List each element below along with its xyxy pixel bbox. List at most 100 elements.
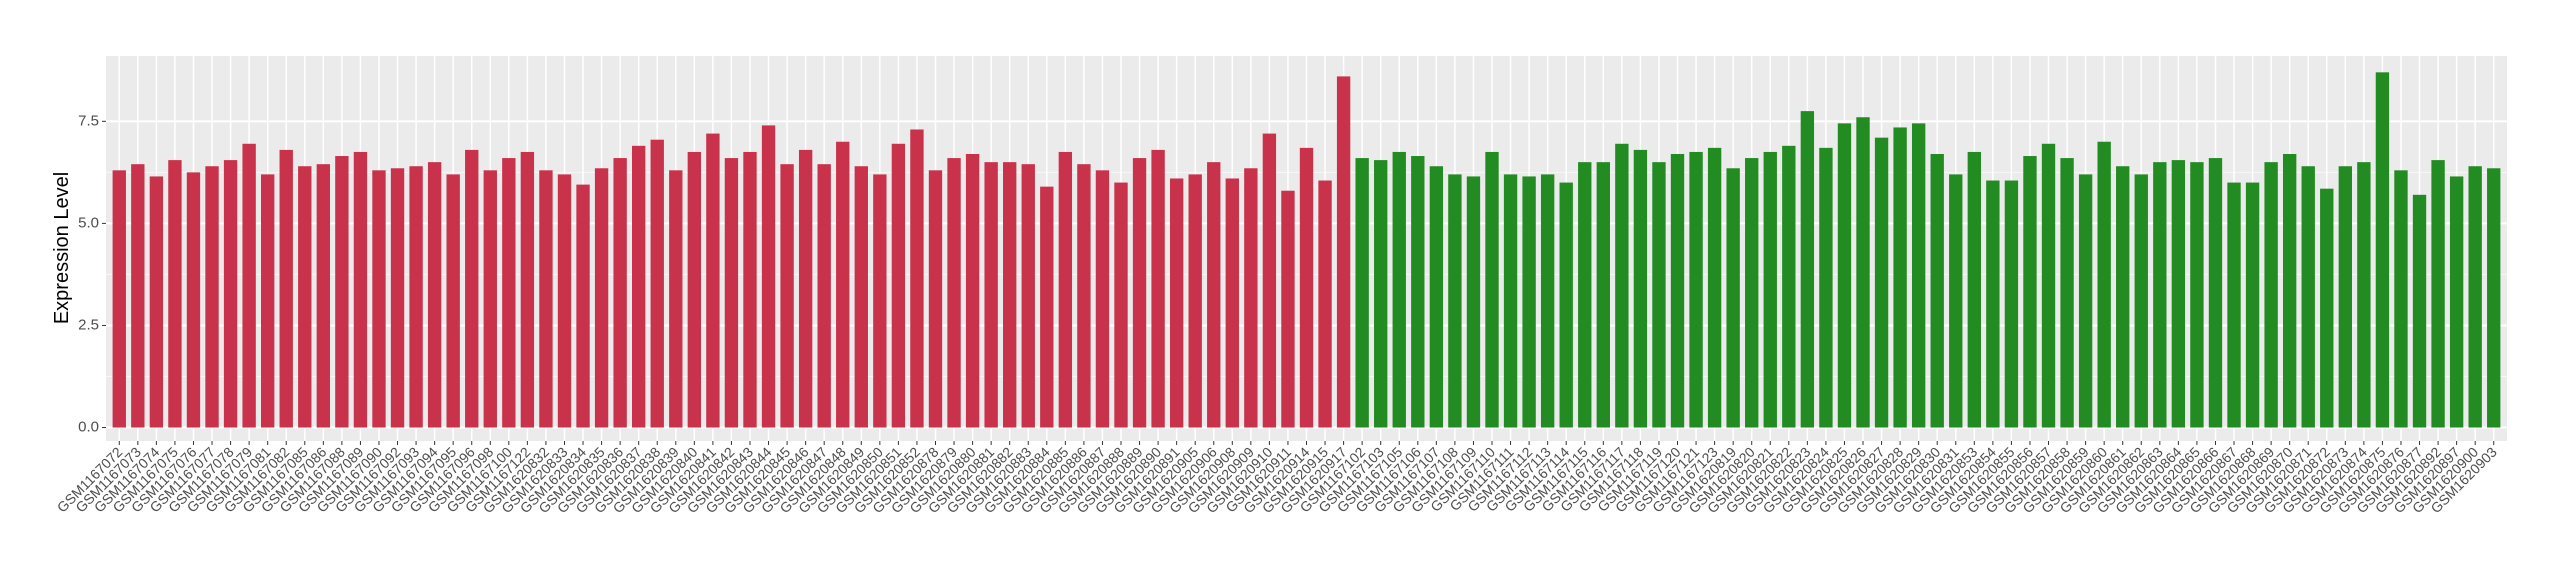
bar	[1652, 162, 1666, 428]
bar	[1949, 174, 1963, 428]
bar	[1540, 174, 1555, 428]
bar	[1893, 127, 1907, 428]
bar	[1411, 156, 1425, 428]
bar	[2208, 158, 2223, 428]
bar	[1355, 158, 1369, 428]
bar	[279, 149, 293, 428]
bar	[316, 164, 331, 428]
bar	[873, 174, 887, 428]
bar	[2468, 166, 2482, 428]
bar	[2171, 160, 2186, 428]
y-axis-title: Expression Level	[51, 172, 73, 324]
bar	[1707, 147, 1722, 428]
bar	[947, 158, 961, 428]
bar	[761, 125, 776, 428]
bar	[1763, 151, 1777, 428]
bar	[1837, 123, 1852, 428]
bar	[1522, 176, 1536, 428]
bar	[1299, 147, 1314, 428]
bar	[1986, 180, 2000, 428]
bar	[483, 170, 497, 428]
bar	[1058, 151, 1073, 428]
bar	[335, 156, 349, 428]
bar	[1466, 176, 1481, 428]
bar	[205, 166, 219, 428]
bar	[1967, 151, 1981, 428]
bar	[910, 129, 924, 428]
bar	[2134, 174, 2148, 428]
y-tick-label: 5.0	[78, 214, 99, 231]
bar	[613, 158, 627, 428]
bar	[1336, 76, 1351, 428]
bar	[261, 174, 275, 428]
bar	[817, 164, 831, 428]
bar	[2060, 158, 2074, 428]
bar	[1095, 170, 1110, 428]
bar	[965, 153, 980, 428]
bar	[576, 184, 590, 428]
bar	[1429, 166, 1444, 428]
bar	[427, 162, 442, 428]
bar	[1856, 117, 1870, 428]
bar	[984, 162, 998, 428]
bar	[928, 170, 943, 428]
bar	[594, 168, 609, 428]
bar	[112, 170, 126, 428]
bar	[353, 151, 368, 428]
bar	[1003, 162, 1017, 428]
bar	[2394, 170, 2408, 428]
bar	[1615, 143, 1629, 428]
bar	[632, 145, 646, 428]
bar	[2487, 168, 2501, 428]
bar	[724, 158, 739, 428]
bar	[706, 133, 720, 428]
bar	[1745, 158, 1759, 428]
bar	[502, 158, 516, 428]
bar	[2190, 162, 2204, 428]
bar	[2097, 141, 2111, 428]
bar	[149, 176, 164, 428]
bar	[1911, 123, 1926, 428]
bar	[1874, 137, 1889, 428]
bar	[2116, 166, 2130, 428]
bar	[743, 151, 757, 428]
bar	[2078, 174, 2093, 428]
bar	[1151, 149, 1165, 428]
bar	[2023, 156, 2037, 428]
bar	[780, 164, 794, 428]
bar	[798, 149, 813, 428]
bar	[669, 170, 683, 428]
bar	[409, 166, 423, 428]
bar	[390, 168, 405, 428]
bar	[2301, 166, 2315, 428]
bar	[1633, 149, 1648, 428]
bar	[1485, 151, 1499, 428]
bar	[186, 172, 201, 428]
bar	[650, 139, 664, 428]
bar	[1040, 186, 1054, 428]
bar	[1244, 168, 1258, 428]
bar	[298, 166, 312, 428]
bar	[1448, 174, 1462, 428]
bar	[1021, 164, 1035, 428]
bar	[2041, 143, 2056, 428]
bar	[557, 174, 572, 428]
bar	[836, 141, 850, 428]
bar	[1188, 174, 1202, 428]
bar	[1077, 164, 1091, 428]
bar	[465, 149, 479, 428]
bar	[2320, 188, 2334, 428]
bar	[520, 151, 535, 428]
bar	[372, 170, 386, 428]
bar	[2004, 180, 2019, 428]
y-tick-label: 0.0	[78, 418, 99, 435]
bar	[2264, 162, 2278, 428]
bar	[2449, 176, 2464, 428]
bar	[1281, 190, 1295, 428]
bar	[1503, 174, 1518, 428]
bar	[2282, 153, 2297, 428]
bar	[2245, 182, 2260, 428]
bar	[891, 143, 906, 428]
bar	[2338, 166, 2352, 428]
bar	[854, 166, 868, 428]
